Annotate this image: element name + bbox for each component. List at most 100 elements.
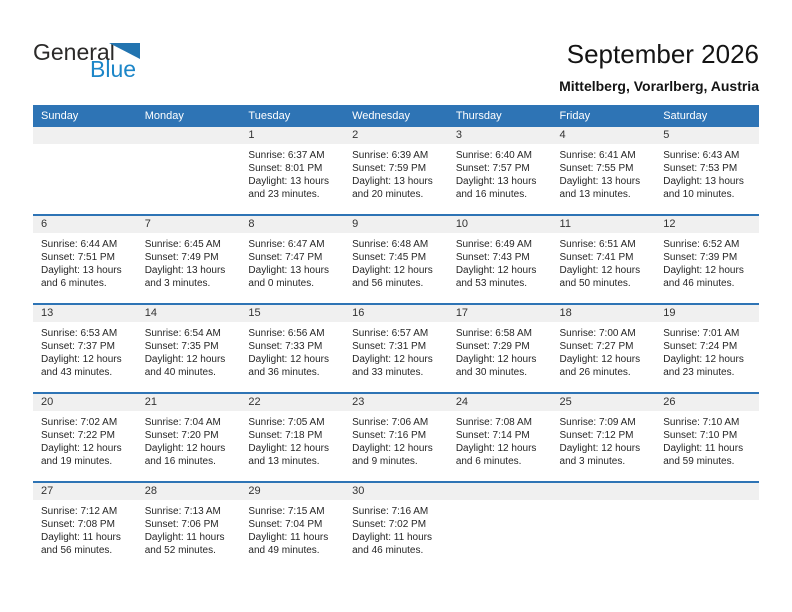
day-detail-line: Sunset: 7:18 PM <box>248 430 323 441</box>
day-cell: 7 Sunrise: 6:45 AM Sunset: 7:49 PM Daylight… <box>136 215 241 304</box>
day-details: Sunrise: 6:47 AM Sunset: 7:47 PM Daylight:… <box>240 233 344 290</box>
day-detail-line: Daylight: 12 hours and 33 minutes. <box>352 354 433 378</box>
day-detail-line: Sunrise: 6:57 AM <box>352 328 429 339</box>
day-details: Sunrise: 6:51 AM Sunset: 7:41 PM Daylight:… <box>552 233 656 290</box>
day-detail-line: Daylight: 12 hours and 46 minutes. <box>663 265 744 289</box>
weekday-header-row: Sunday Monday Tuesday Wednesday Thursday… <box>33 105 759 127</box>
day-cell: 13 Sunrise: 6:53 AM Sunset: 7:37 PM Dayligh… <box>33 304 137 393</box>
week-row: 20 Sunrise: 7:02 AM Sunset: 7:22 PM Dayligh… <box>33 393 759 482</box>
day-cell: 16 Sunrise: 6:57 AM Sunset: 7:31 PM Dayligh… <box>344 304 448 393</box>
calendar-header: Sunday Monday Tuesday Wednesday Thursday… <box>33 105 759 127</box>
day-detail-line: Daylight: 11 hours and 52 minutes. <box>144 532 225 556</box>
day-detail-line: Sunrise: 6:40 AM <box>455 150 532 161</box>
day-detail-line: Sunrise: 6:58 AM <box>455 328 532 339</box>
day-detail-line: Daylight: 12 hours and 13 minutes. <box>248 443 330 467</box>
day-number <box>551 483 656 500</box>
empty-day-cell <box>655 482 759 570</box>
day-cell: 3 Sunrise: 6:40 AM Sunset: 7:57 PM Daylight… <box>447 127 552 215</box>
day-number: 14 <box>136 305 241 322</box>
day-cell: 8 Sunrise: 6:47 AM Sunset: 7:47 PM Daylight… <box>240 215 345 304</box>
day-detail-line: Sunrise: 7:05 AM <box>248 417 325 428</box>
day-cell: 5 Sunrise: 6:43 AM Sunset: 7:53 PM Daylight… <box>655 127 759 215</box>
day-detail-line: Daylight: 13 hours and 16 minutes. <box>455 176 537 200</box>
day-detail-line: Sunset: 7:49 PM <box>144 252 219 263</box>
day-details: Sunrise: 7:15 AM Sunset: 7:04 PM Daylight:… <box>240 500 344 557</box>
day-detail-line: Daylight: 11 hours and 56 minutes. <box>41 532 121 556</box>
day-cell: 25 Sunrise: 7:09 AM Sunset: 7:12 PM Dayligh… <box>551 393 656 482</box>
day-details: Sunrise: 7:10 AM Sunset: 7:10 PM Daylight:… <box>655 411 759 468</box>
day-detail-line: Sunrise: 7:12 AM <box>41 506 118 517</box>
day-details: Sunrise: 7:02 AM Sunset: 7:22 PM Daylight:… <box>33 411 137 468</box>
day-detail-line: Sunrise: 7:15 AM <box>248 506 325 517</box>
day-detail-line: Sunrise: 7:09 AM <box>559 417 636 428</box>
day-detail-line: Daylight: 12 hours and 6 minutes. <box>455 443 537 467</box>
day-detail-line: Sunrise: 7:16 AM <box>352 506 429 517</box>
day-detail-line: Sunrise: 7:08 AM <box>455 417 532 428</box>
day-detail-line: Daylight: 12 hours and 53 minutes. <box>455 265 537 289</box>
day-details: Sunrise: 7:06 AM Sunset: 7:16 PM Daylight:… <box>344 411 448 468</box>
day-detail-line: Daylight: 12 hours and 19 minutes. <box>41 443 122 467</box>
day-number <box>655 483 759 500</box>
day-detail-line: Sunset: 7:37 PM <box>41 341 115 352</box>
day-detail-line: Sunset: 7:35 PM <box>144 341 219 352</box>
day-number: 22 <box>240 394 345 411</box>
day-details: Sunrise: 6:44 AM Sunset: 7:51 PM Daylight:… <box>33 233 137 290</box>
day-number: 8 <box>240 216 345 233</box>
day-cell: 4 Sunrise: 6:41 AM Sunset: 7:55 PM Daylight… <box>551 127 656 215</box>
day-detail-line: Daylight: 13 hours and 0 minutes. <box>248 265 330 289</box>
day-cell: 18 Sunrise: 7:00 AM Sunset: 7:27 PM Dayligh… <box>551 304 656 393</box>
day-details: Sunrise: 6:41 AM Sunset: 7:55 PM Daylight:… <box>552 144 656 201</box>
day-details: Sunrise: 6:43 AM Sunset: 7:53 PM Daylight:… <box>655 144 759 201</box>
page-title: September 2026 <box>566 39 759 69</box>
day-number: 9 <box>344 216 448 233</box>
day-details: Sunrise: 7:16 AM Sunset: 7:02 PM Daylight:… <box>344 500 448 557</box>
day-details: Sunrise: 6:39 AM Sunset: 7:59 PM Daylight:… <box>344 144 448 201</box>
day-detail-line: Sunset: 7:55 PM <box>559 163 634 174</box>
day-details: Sunrise: 6:40 AM Sunset: 7:57 PM Daylight:… <box>448 144 552 201</box>
day-cell: 1 Sunrise: 6:37 AM Sunset: 8:01 PM Daylight… <box>240 127 345 215</box>
day-number: 5 <box>655 127 759 144</box>
day-number: 1 <box>240 127 345 144</box>
day-detail-line: Sunset: 7:43 PM <box>455 252 530 263</box>
day-detail-line: Sunset: 7:22 PM <box>41 430 115 441</box>
day-number: 27 <box>33 483 137 500</box>
day-number: 15 <box>240 305 345 322</box>
day-number: 23 <box>344 394 448 411</box>
day-cell: 29 Sunrise: 7:15 AM Sunset: 7:04 PM Dayligh… <box>240 482 345 570</box>
day-details: Sunrise: 6:45 AM Sunset: 7:49 PM Daylight:… <box>137 233 241 290</box>
day-detail-line: Sunset: 7:53 PM <box>663 163 738 174</box>
day-cell: 21 Sunrise: 7:04 AM Sunset: 7:20 PM Dayligh… <box>136 393 241 482</box>
day-detail-line: Sunset: 7:45 PM <box>352 252 427 263</box>
day-cell: 17 Sunrise: 6:58 AM Sunset: 7:29 PM Dayligh… <box>447 304 552 393</box>
day-detail-line: Sunrise: 6:48 AM <box>352 239 429 250</box>
week-row: 1 Sunrise: 6:37 AM Sunset: 8:01 PM Daylight… <box>33 127 759 215</box>
day-detail-line: Sunrise: 7:10 AM <box>663 417 740 428</box>
day-cell: 26 Sunrise: 7:10 AM Sunset: 7:10 PM Dayligh… <box>655 393 759 482</box>
weekday-monday: Monday <box>136 105 241 127</box>
day-cell: 30 Sunrise: 7:16 AM Sunset: 7:02 PM Dayligh… <box>344 482 448 570</box>
day-cell: 14 Sunrise: 6:54 AM Sunset: 7:35 PM Dayligh… <box>136 304 241 393</box>
day-cell: 23 Sunrise: 7:06 AM Sunset: 7:16 PM Dayligh… <box>344 393 448 482</box>
day-detail-line: Daylight: 12 hours and 16 minutes. <box>144 443 226 467</box>
day-details: Sunrise: 7:13 AM Sunset: 7:06 PM Daylight:… <box>137 500 241 557</box>
day-detail-line: Daylight: 12 hours and 23 minutes. <box>663 354 744 378</box>
day-number: 12 <box>655 216 759 233</box>
day-number: 17 <box>447 305 552 322</box>
day-detail-line: Sunrise: 6:41 AM <box>559 150 636 161</box>
day-number: 10 <box>447 216 552 233</box>
day-detail-line: Sunset: 7:31 PM <box>352 341 427 352</box>
day-number: 19 <box>655 305 759 322</box>
day-number: 7 <box>136 216 241 233</box>
day-detail-line: Sunrise: 6:56 AM <box>248 328 325 339</box>
day-detail-line: Sunset: 7:08 PM <box>41 519 115 530</box>
day-detail-line: Sunset: 7:02 PM <box>352 519 427 530</box>
day-number: 6 <box>33 216 137 233</box>
day-detail-line: Sunset: 7:12 PM <box>559 430 634 441</box>
empty-day-cell <box>551 482 656 570</box>
day-number <box>33 127 137 144</box>
day-detail-line: Daylight: 13 hours and 23 minutes. <box>248 176 330 200</box>
day-number: 20 <box>33 394 137 411</box>
day-detail-line: Sunset: 7:16 PM <box>352 430 427 441</box>
day-details: Sunrise: 6:49 AM Sunset: 7:43 PM Daylight:… <box>448 233 552 290</box>
day-detail-line: Daylight: 13 hours and 6 minutes. <box>41 265 122 289</box>
